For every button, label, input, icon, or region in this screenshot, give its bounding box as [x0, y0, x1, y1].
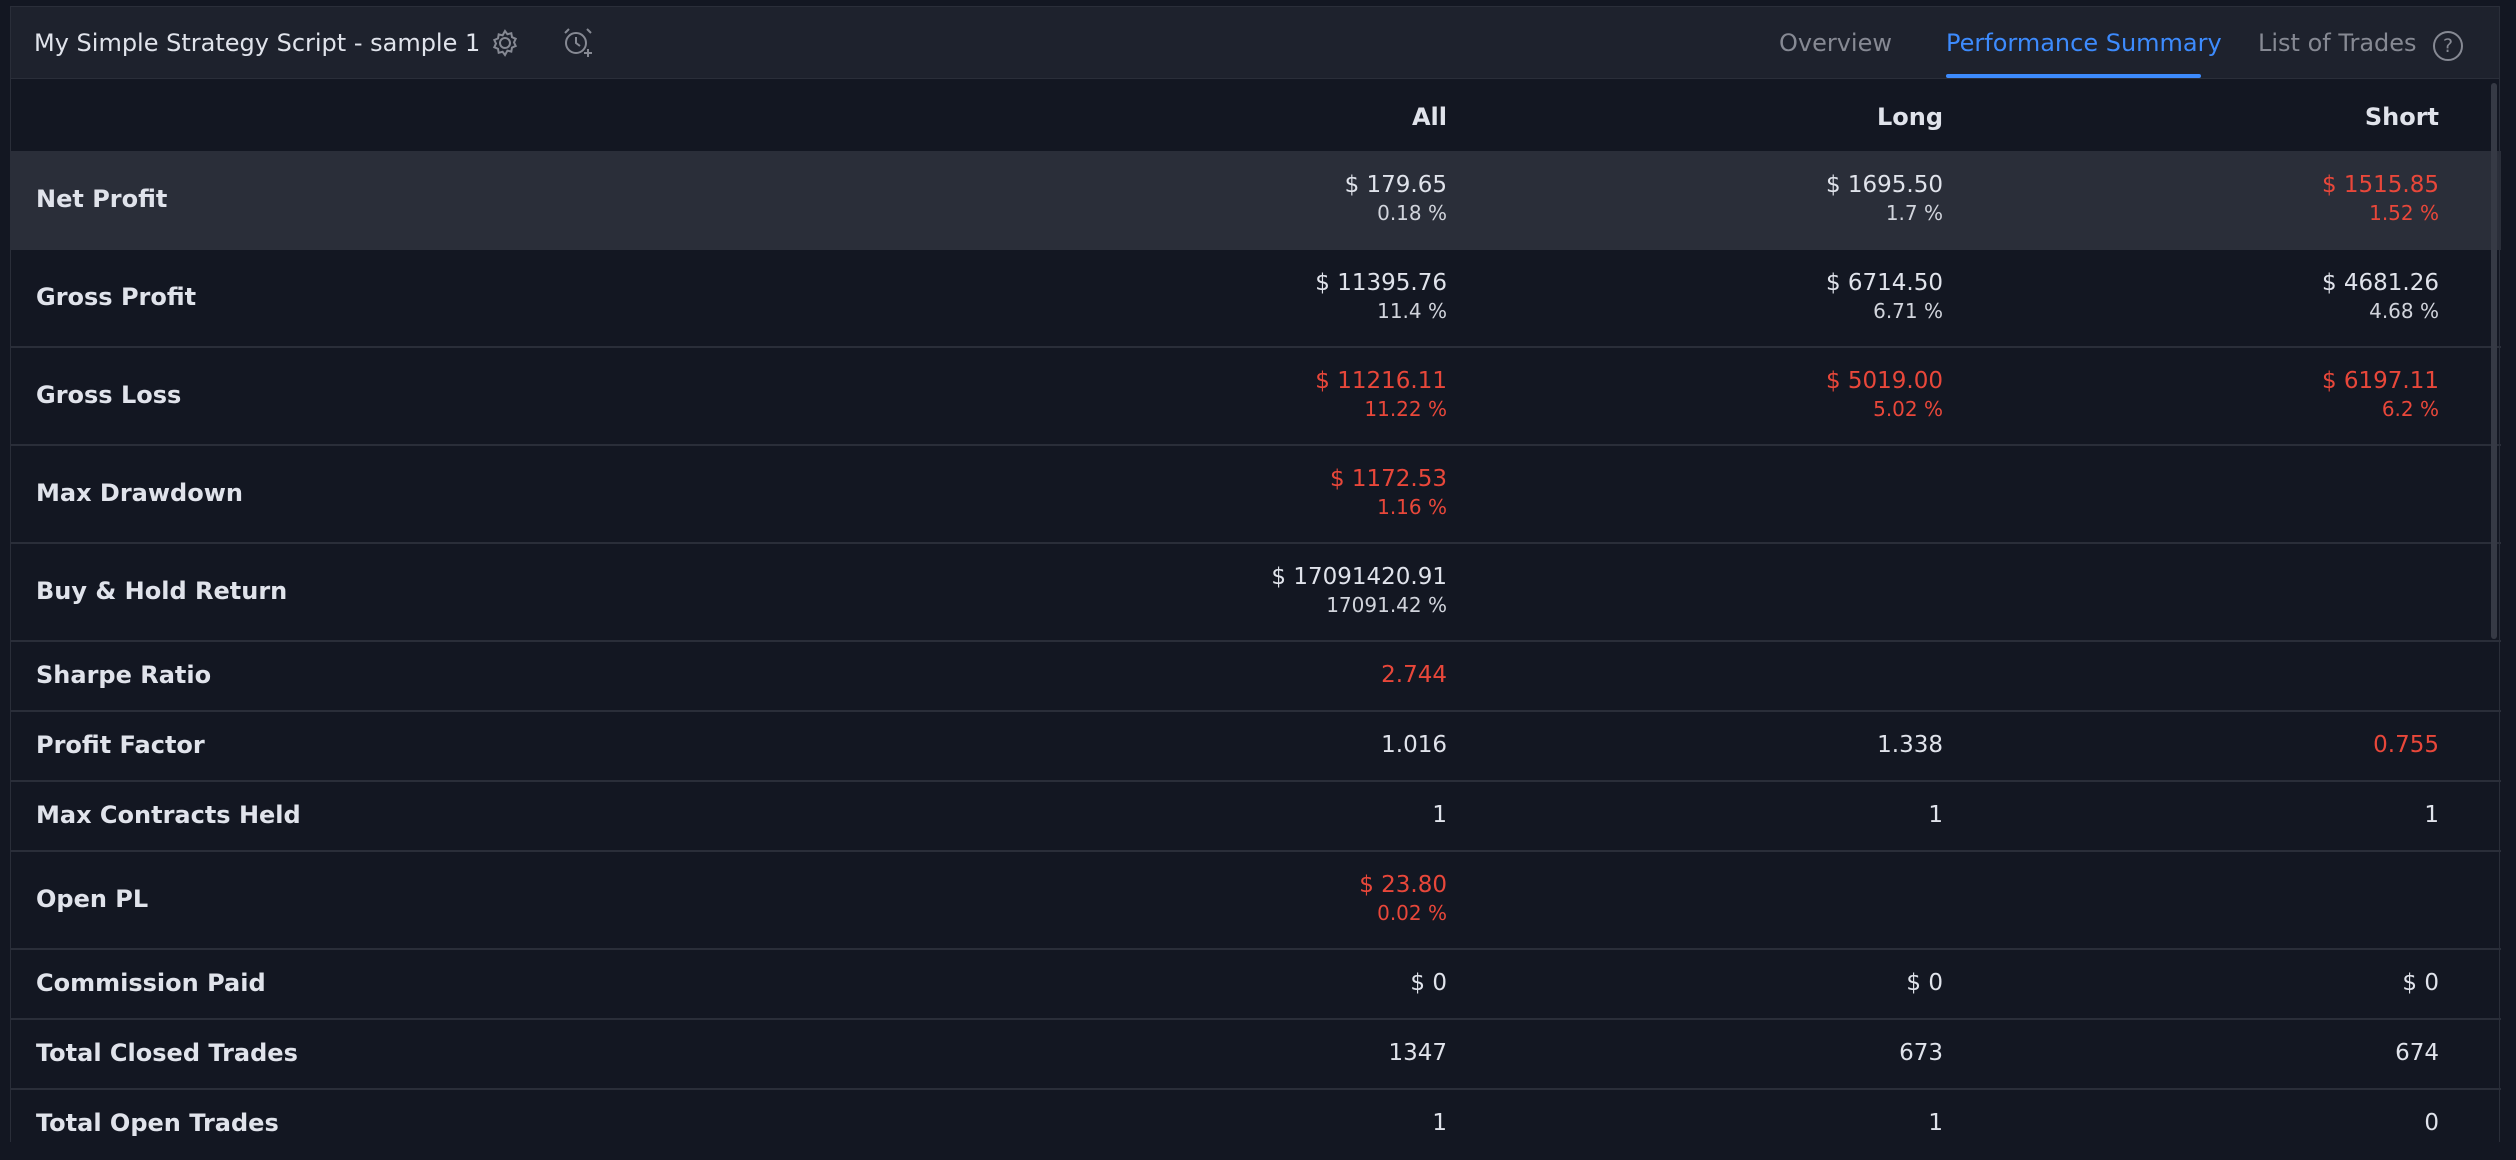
cell-all: $ 0: [1410, 970, 1447, 996]
row-label: Sharpe Ratio: [36, 661, 212, 689]
cell-all: 1: [1432, 802, 1447, 828]
table-row: Buy & Hold Return $ 17091420.91 17091.42 …: [11, 544, 2501, 642]
row-label: Buy & Hold Return: [36, 577, 288, 605]
cell-long: 673: [1899, 1040, 1943, 1066]
cell-all: $ 179.65 0.18 %: [1344, 172, 1447, 225]
cell-long: $ 0: [1906, 970, 1943, 996]
table-row: Max Contracts Held 1 1 1: [11, 782, 2501, 852]
cell-short: $ 4681.26 4.68 %: [2321, 270, 2439, 323]
performance-table: All Long Short Net Profit $ 179.65 0.18 %…: [11, 79, 2501, 1160]
cell-all: $ 1172.53 1.16 %: [1329, 466, 1447, 519]
help-icon[interactable]: ?: [2433, 31, 2463, 61]
row-label: Max Drawdown: [36, 479, 243, 507]
cell-long: $ 6714.50 6.71 %: [1825, 270, 1943, 323]
table-row: Total Open Trades 1 1 0: [11, 1090, 2501, 1160]
row-label: Gross Loss: [36, 381, 182, 409]
cell-short: $ 6197.11 6.2 %: [2321, 368, 2439, 421]
tab-list-of-trades[interactable]: List of Trades: [2258, 29, 2417, 57]
cell-all: $ 23.80 0.02 %: [1359, 872, 1447, 925]
cell-all: $ 11395.76 11.4 %: [1315, 270, 1447, 323]
row-label: Profit Factor: [36, 731, 205, 759]
column-header-all: All: [1411, 103, 1447, 131]
cell-all: 1: [1432, 1110, 1447, 1136]
row-label: Total Closed Trades: [36, 1039, 298, 1067]
cell-long: $ 1695.50 1.7 %: [1825, 172, 1943, 225]
table-row: Gross Loss $ 11216.11 11.22 % $ 5019.00 5.…: [11, 348, 2501, 446]
cell-short: 0.755: [2373, 732, 2439, 758]
alarm-add-icon[interactable]: [560, 25, 596, 61]
cell-short: $ 0: [2402, 970, 2439, 996]
row-label: Max Contracts Held: [36, 801, 301, 829]
table-row: Commission Paid $ 0 $ 0 $ 0: [11, 950, 2501, 1020]
table-header: All Long Short: [11, 79, 2501, 152]
row-label: Total Open Trades: [36, 1109, 279, 1137]
table-row: Total Closed Trades 1347 673 674: [11, 1020, 2501, 1090]
panel-header: My Simple Strategy Script - sample 1 Ove…: [11, 7, 2499, 79]
vertical-scrollbar[interactable]: [2491, 83, 2497, 639]
cell-long: 1: [1928, 1110, 1943, 1136]
tab-overview[interactable]: Overview: [1779, 29, 1892, 57]
table-row: Open PL $ 23.80 0.02 %: [11, 852, 2501, 950]
cell-all: 1.016: [1381, 732, 1447, 758]
row-label: Open PL: [36, 885, 149, 913]
cell-all: 2.744: [1381, 662, 1447, 688]
table-row: Profit Factor 1.016 1.338 0.755: [11, 712, 2501, 782]
gear-icon[interactable]: [487, 25, 523, 61]
cell-all: $ 17091420.91 17091.42 %: [1271, 564, 1447, 617]
tab-performance-summary[interactable]: Performance Summary: [1946, 29, 2222, 57]
active-tab-indicator: [1946, 74, 2201, 78]
strategy-title: My Simple Strategy Script - sample 1: [34, 29, 481, 57]
cell-all: 1347: [1388, 1040, 1447, 1066]
cell-short: 674: [2395, 1040, 2439, 1066]
table-row: Gross Profit $ 11395.76 11.4 % $ 6714.50 6…: [11, 250, 2501, 348]
column-header-long: Long: [1876, 103, 1943, 131]
cell-long: $ 5019.00 5.02 %: [1825, 368, 1943, 421]
row-label: Gross Profit: [36, 283, 197, 311]
strategy-tester-panel: My Simple Strategy Script - sample 1 Ove…: [10, 6, 2501, 1142]
cell-short: 0: [2424, 1110, 2439, 1136]
row-label: Net Profit: [36, 185, 168, 213]
column-header-short: Short: [2364, 103, 2439, 131]
cell-short: 1: [2424, 802, 2439, 828]
table-row: Sharpe Ratio 2.744: [11, 642, 2501, 712]
row-label: Commission Paid: [36, 969, 266, 997]
table-row: Net Profit $ 179.65 0.18 % $ 1695.50 1.7 %…: [11, 152, 2501, 250]
cell-short: $ 1515.85 1.52 %: [2321, 172, 2439, 225]
cell-all: $ 11216.11 11.22 %: [1315, 368, 1447, 421]
table-row: Max Drawdown $ 1172.53 1.16 %: [11, 446, 2501, 544]
cell-long: 1: [1928, 802, 1943, 828]
cell-long: 1.338: [1877, 732, 1943, 758]
